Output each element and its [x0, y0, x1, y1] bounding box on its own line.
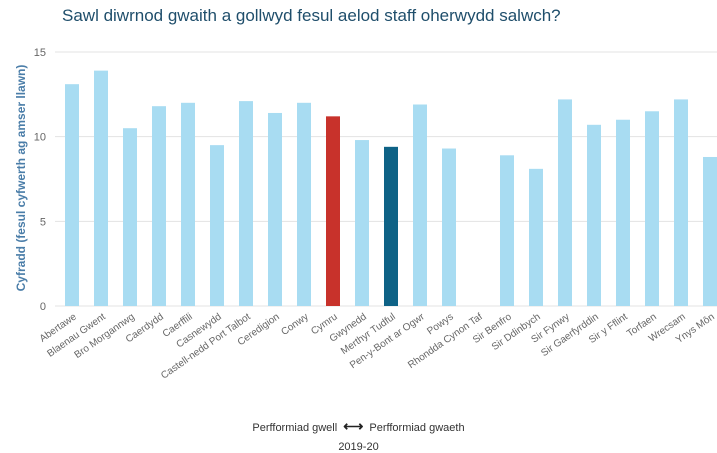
bar[interactable]: [442, 148, 456, 306]
bar[interactable]: [94, 70, 108, 306]
bar[interactable]: [558, 99, 572, 306]
bar[interactable]: [65, 84, 79, 306]
x-tick-label: Conwy: [279, 311, 310, 338]
y-tick-label: 15: [34, 47, 46, 59]
y-tick-label: 0: [40, 301, 46, 313]
bar[interactable]: [413, 104, 427, 306]
bar[interactable]: [703, 156, 717, 306]
bar[interactable]: [239, 101, 253, 307]
bar[interactable]: [268, 112, 282, 307]
bar[interactable]: [645, 111, 659, 307]
legend-worse-label: Perfformiad gwaeth: [369, 422, 465, 434]
bar[interactable]: [123, 128, 137, 306]
bar[interactable]: [384, 146, 398, 306]
y-axis-ticks: 0 5 10 15: [34, 47, 46, 313]
bar[interactable]: [152, 106, 166, 306]
y-tick-label: 10: [34, 132, 46, 144]
y-tick-label: 5: [40, 216, 46, 228]
bar[interactable]: [529, 168, 543, 306]
bar[interactable]: [326, 116, 340, 306]
bar[interactable]: [181, 102, 195, 306]
bars: [65, 70, 717, 307]
y-axis-label: Cyfradd (fesul cyfwerth ag amser llawn): [14, 65, 28, 292]
bar[interactable]: [500, 155, 514, 306]
period-label: 2019-20: [338, 441, 379, 453]
bar[interactable]: [587, 124, 601, 307]
chart-title: Sawl diwrnod gwaith a gollwyd fesul aelo…: [62, 6, 561, 25]
bar[interactable]: [355, 140, 369, 306]
bar[interactable]: [674, 99, 688, 306]
bar[interactable]: [210, 145, 224, 306]
bar[interactable]: [297, 102, 311, 306]
performance-legend: Perfformiad gwell ⟷ Perfformiad gwaeth: [0, 418, 717, 435]
bar[interactable]: [616, 119, 630, 306]
legend-better-label: Perfformiad gwell: [252, 422, 338, 434]
double-arrow-icon: ⟷: [343, 418, 364, 434]
